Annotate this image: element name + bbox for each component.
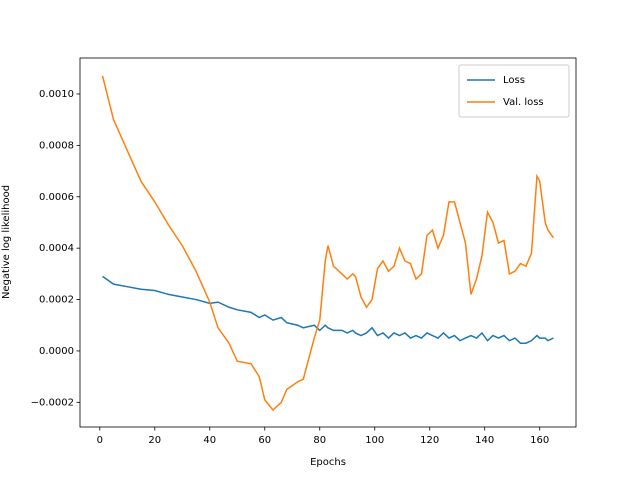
y-tick-label: 0.0006 bbox=[39, 192, 74, 203]
x-axis-label: Epochs bbox=[310, 457, 346, 468]
x-tick-label: 160 bbox=[530, 435, 549, 446]
plot-frame bbox=[79, 57, 577, 428]
series-line bbox=[102, 275, 554, 344]
y-tick-label: 0.0004 bbox=[39, 243, 74, 254]
legend-box bbox=[458, 64, 570, 118]
y-tick-label: 0.0000 bbox=[39, 346, 74, 357]
y-tick-label: 0.0008 bbox=[39, 140, 74, 151]
x-tick-label: 120 bbox=[420, 435, 439, 446]
y-tick-label: 0.0002 bbox=[39, 295, 74, 306]
x-tick-label: 100 bbox=[365, 435, 384, 446]
x-tick-label: 20 bbox=[148, 435, 161, 446]
y-tick-label: 0.0010 bbox=[39, 89, 74, 100]
x-tick-label: 40 bbox=[203, 435, 216, 446]
x-tick-label: 0 bbox=[97, 435, 103, 446]
legend-label: Val. loss bbox=[503, 97, 544, 108]
series-line bbox=[101, 75, 555, 412]
legend-label: Loss bbox=[503, 75, 525, 86]
y-tick-label: −0.0002 bbox=[31, 397, 74, 408]
x-tick-label: 60 bbox=[258, 435, 271, 446]
y-axis-label: Negative log likelihood bbox=[1, 185, 12, 299]
x-tick-label: 140 bbox=[475, 435, 494, 446]
x-tick-label: 80 bbox=[313, 435, 326, 446]
